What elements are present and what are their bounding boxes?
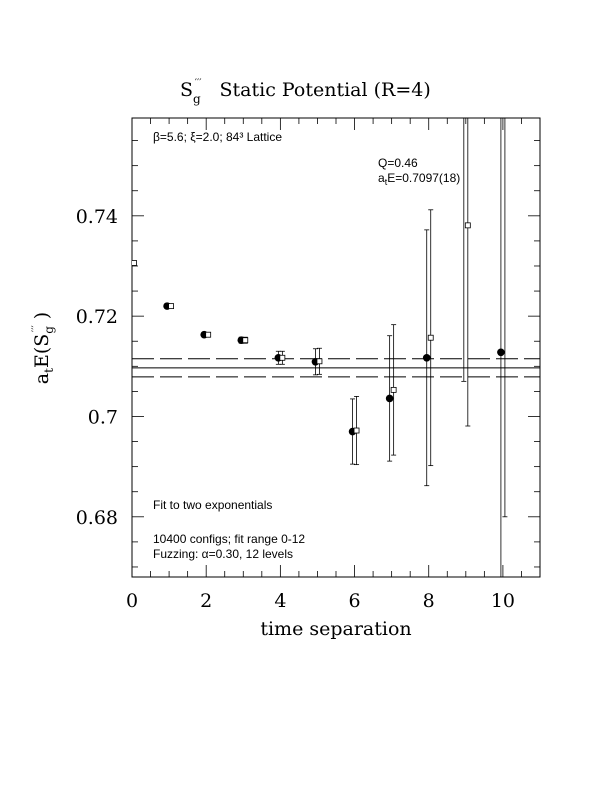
plot-area: 0 2 4 6 8 10 0.68 0.7 0.72 0.74 bbox=[76, 36, 541, 612]
x-tick-label: 10 bbox=[491, 590, 515, 612]
x-tick-label: 0 bbox=[126, 590, 138, 612]
data-point-square bbox=[132, 260, 137, 266]
y-tick-label: 0.7 bbox=[88, 406, 118, 428]
data-point-circle bbox=[497, 348, 505, 357]
data-point-square bbox=[427, 334, 434, 341]
y-tick-label: 0.72 bbox=[76, 306, 118, 328]
x-tick-label: 4 bbox=[274, 590, 286, 612]
x-axis-label: time separation bbox=[260, 618, 411, 640]
y-axis-label: atE(Sg′′′ ) bbox=[31, 312, 56, 384]
data-point-circle bbox=[460, 36, 468, 44]
configs-annotation: 10400 configs; fit range 0-12 bbox=[153, 532, 305, 546]
data-point-circle bbox=[422, 353, 431, 362]
y-tick-label: 0.74 bbox=[76, 206, 118, 228]
x-tick-label: 8 bbox=[423, 590, 435, 612]
data-point-square bbox=[502, 118, 508, 119]
data-point-square bbox=[205, 331, 212, 338]
data-layer bbox=[132, 36, 508, 577]
y-tick-label: 0.68 bbox=[76, 507, 118, 529]
data-point-square bbox=[168, 303, 174, 310]
fuzzing-annotation: Fuzzing: α=0.30, 12 levels bbox=[153, 547, 293, 561]
x-tick-label: 2 bbox=[200, 590, 212, 612]
lattice-annotation: β=5.6; ξ=2.0; 84³ Lattice bbox=[153, 130, 282, 144]
data-point-square bbox=[279, 354, 286, 361]
data-point-square bbox=[464, 222, 471, 229]
data-point-square bbox=[316, 358, 323, 365]
data-point-square bbox=[353, 427, 360, 434]
data-point-square bbox=[242, 337, 249, 344]
energy-annotation: atE=0.7097(18) bbox=[378, 171, 460, 187]
fit-annotation: Fit to two exponentials bbox=[153, 498, 272, 512]
data-point-square bbox=[390, 386, 397, 393]
data-point-circle bbox=[385, 394, 394, 403]
x-tick-label: 6 bbox=[348, 590, 360, 612]
q-annotation: Q=0.46 bbox=[378, 156, 418, 170]
chart-title: Sg′′′ Static Potential (R=4) bbox=[180, 78, 431, 106]
